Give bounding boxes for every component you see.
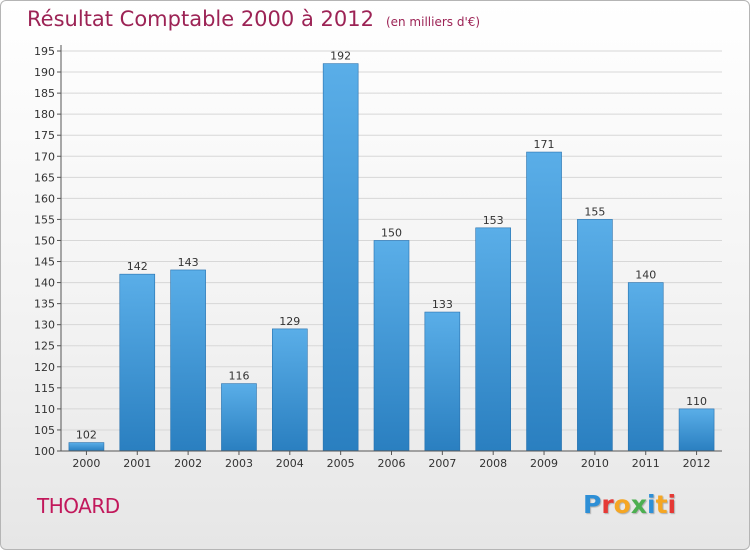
x-tick-label: 2004 (276, 457, 304, 470)
bars (68, 63, 715, 452)
y-tick-label: 190 (34, 66, 55, 79)
y-tick-label: 130 (34, 319, 55, 332)
x-tick-label: 2008 (479, 457, 507, 470)
axes (57, 45, 722, 455)
x-tick-label: 2010 (581, 457, 609, 470)
bar-value-label: 143 (178, 256, 199, 269)
y-tick-label: 170 (34, 150, 55, 163)
logo-letter: r (601, 490, 614, 519)
x-tick-label: 2009 (530, 457, 558, 470)
y-tick-label: 150 (34, 234, 55, 247)
y-tick-label: 105 (34, 424, 55, 437)
bar-2007 (424, 311, 461, 452)
chart-subtitle: (en milliers d'€) (385, 15, 481, 29)
logo-letter: i (667, 490, 677, 519)
bar-value-label: 133 (432, 298, 453, 311)
bar-value-label: 110 (686, 395, 707, 408)
bar-2009 (526, 151, 562, 452)
bar-value-label: 116 (228, 370, 249, 383)
bar-2010 (577, 219, 613, 452)
y-tick-label: 100 (34, 445, 55, 458)
y-tick-label: 140 (34, 277, 55, 290)
bar-2011 (627, 282, 664, 452)
y-tick-label: 175 (34, 129, 55, 142)
bar-value-label: 140 (635, 269, 656, 282)
x-tick-label: 2006 (378, 457, 406, 470)
logo-letter: x (630, 490, 647, 519)
bar-value-label: 192 (330, 50, 351, 63)
bar-2002 (170, 269, 206, 452)
x-tick-label: 2012 (683, 457, 711, 470)
y-tick-label: 195 (34, 45, 55, 58)
y-tick-label: 135 (34, 298, 55, 311)
y-tick-label: 145 (34, 256, 55, 269)
bar-2008 (475, 227, 511, 452)
chart-title-text: Résultat Comptable 2000 à 2012 (27, 7, 374, 31)
chart-title: Résultat Comptable 2000 à 2012 (en millie… (27, 7, 480, 31)
bar-value-label: 102 (76, 429, 97, 442)
x-tick-label: 2000 (72, 457, 100, 470)
y-tick-label: 155 (34, 213, 55, 226)
x-tick-label: 2003 (225, 457, 253, 470)
labels: 100 105 110 115 120 125 130 135 140 145 150 155 160 1… (34, 45, 711, 470)
x-tick-label: 2011 (632, 457, 660, 470)
bar-2000 (68, 442, 105, 452)
y-tick-label: 165 (34, 171, 55, 184)
bar-2012 (678, 408, 715, 452)
y-tick-label: 115 (34, 382, 55, 395)
bar-value-label: 155 (584, 205, 605, 218)
x-tick-label: 2001 (123, 457, 151, 470)
commune-name: THOARD (37, 494, 120, 518)
bar-2005 (322, 63, 359, 452)
y-tick-label: 185 (34, 87, 55, 100)
bar-value-label: 129 (279, 315, 300, 328)
y-tick-label: 110 (34, 403, 55, 416)
proxiti-logo: Proxiti (583, 490, 676, 519)
y-tick-label: 160 (34, 192, 55, 205)
bar-value-label: 171 (534, 138, 555, 151)
bar-value-label: 153 (483, 214, 504, 227)
bar-value-label: 142 (127, 260, 148, 273)
y-tick-label: 125 (34, 340, 55, 353)
bar-2003 (221, 383, 257, 452)
x-tick-label: 2002 (174, 457, 202, 470)
y-tick-label: 180 (34, 108, 55, 121)
logo-letter: o (613, 490, 631, 519)
x-tick-label: 2005 (327, 457, 355, 470)
bar-2006 (373, 240, 410, 452)
x-tick-label: 2007 (428, 457, 456, 470)
y-tick-label: 120 (34, 361, 55, 374)
bar-2004 (272, 328, 308, 452)
logo-letter: i (647, 490, 656, 519)
logo-letter: t (655, 490, 668, 519)
logo-letter: P (583, 490, 602, 519)
bar-value-label: 150 (381, 226, 402, 239)
bar-2001 (119, 273, 156, 452)
